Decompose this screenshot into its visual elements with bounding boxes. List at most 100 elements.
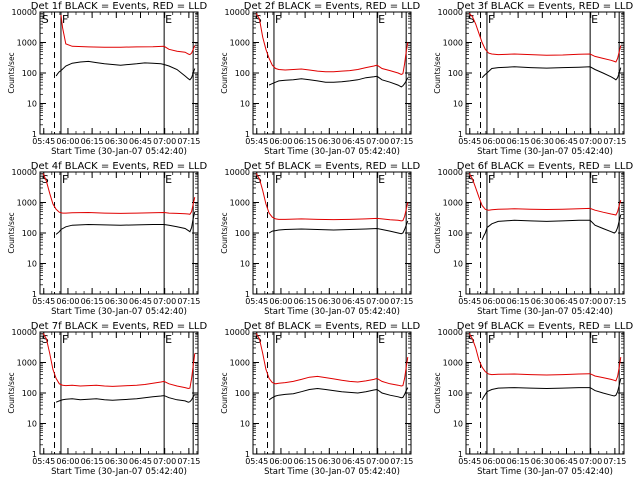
x-tick-label: 06:45 — [129, 457, 152, 466]
marker-label: S — [468, 333, 475, 346]
y-tick-label: 1000 — [230, 359, 250, 368]
series-line-lld — [468, 13, 622, 63]
marker-label: E — [591, 333, 598, 346]
y-axis-label: Counts/sec — [220, 372, 229, 413]
y-tick-label: 10 — [240, 100, 250, 109]
marker-label: S — [255, 333, 262, 346]
x-tick-label: 07:15 — [603, 297, 626, 306]
y-tick-label: 10000 — [12, 168, 37, 177]
x-tick-label: 06:15 — [294, 457, 317, 466]
x-tick-label: 06:15 — [81, 457, 104, 466]
y-tick-label: 10 — [27, 420, 37, 429]
marker-label: S — [42, 333, 49, 346]
x-tick-label: 05:45 — [245, 297, 268, 306]
x-tick-label: 07:15 — [177, 297, 200, 306]
x-tick-label: 07:00 — [153, 457, 176, 466]
series-line-lld — [60, 14, 196, 56]
x-tick-label: 07:15 — [390, 457, 413, 466]
x-tick-label: 05:45 — [245, 457, 268, 466]
x-tick-label: 06:00 — [269, 137, 292, 146]
panel-det-9: Det 9f BLACK = Events, RED = LLD 1 10 100 10… — [433, 321, 633, 477]
marker-label: F — [62, 173, 68, 186]
x-tick-label: 06:00 — [482, 457, 505, 466]
x-tick-label: 07:00 — [579, 457, 602, 466]
x-tick-label: 06:00 — [269, 297, 292, 306]
panel-title: Det 6f BLACK = Events, RED = LLD — [457, 161, 634, 172]
marker-label: S — [468, 173, 475, 186]
x-tick-label: 07:15 — [177, 137, 200, 146]
x-tick-label: 05:45 — [32, 297, 55, 306]
x-tick-label: 06:45 — [129, 297, 152, 306]
series-line-events — [268, 387, 409, 401]
x-axis-label: Start Time (30-Jan-07 05:42:40) — [264, 307, 400, 317]
marker-label: E — [591, 13, 598, 26]
plot-frame — [39, 171, 199, 295]
x-tick-label: 07:00 — [579, 297, 602, 306]
x-tick-label: 06:45 — [555, 297, 578, 306]
x-tick-label: 06:00 — [482, 297, 505, 306]
series-line-lld — [255, 173, 409, 222]
panel-title: Det 5f BLACK = Events, RED = LLD — [244, 161, 421, 172]
marker-label: F — [275, 173, 281, 186]
y-tick-label: 100 — [448, 389, 463, 398]
x-tick-label: 06:30 — [318, 457, 341, 466]
y-axis-label: Counts/sec — [220, 52, 229, 93]
panel-det-7: Det 7f BLACK = Events, RED = LLD 1 10 100 10… — [7, 321, 207, 477]
series-line-events — [481, 66, 622, 81]
y-tick-label: 10 — [453, 420, 463, 429]
y-tick-label: 1000 — [230, 39, 250, 48]
y-tick-label: 1 — [32, 450, 37, 459]
x-tick-label: 06:15 — [294, 297, 317, 306]
x-axis-label: Start Time (30-Jan-07 05:42:40) — [477, 147, 613, 157]
series-line-lld — [255, 13, 409, 75]
y-tick-label: 1 — [32, 130, 37, 139]
x-tick-label: 06:15 — [81, 297, 104, 306]
x-tick-label: 06:45 — [555, 457, 578, 466]
y-tick-label: 1 — [458, 450, 463, 459]
y-tick-label: 10000 — [438, 328, 463, 337]
panel-title: Det 2f BLACK = Events, RED = LLD — [244, 1, 421, 12]
y-tick-label: 1000 — [17, 39, 37, 48]
y-tick-label: 100 — [235, 229, 250, 238]
panel-title: Det 4f BLACK = Events, RED = LLD — [31, 161, 208, 172]
y-tick-label: 1 — [32, 290, 37, 299]
series-line-events — [55, 211, 196, 235]
panel-title: Det 8f BLACK = Events, RED = LLD — [244, 321, 421, 332]
y-tick-label: 1 — [458, 290, 463, 299]
y-tick-label: 100 — [22, 389, 37, 398]
x-axis-label: Start Time (30-Jan-07 05:42:40) — [477, 467, 613, 477]
y-tick-label: 1000 — [443, 359, 463, 368]
x-tick-label: 06:30 — [318, 137, 341, 146]
marker-label: E — [378, 173, 385, 186]
x-tick-label: 07:15 — [390, 297, 413, 306]
x-tick-label: 07:00 — [366, 457, 389, 466]
x-tick-label: 06:45 — [342, 137, 365, 146]
x-tick-label: 06:30 — [531, 137, 554, 146]
x-tick-label: 06:30 — [531, 297, 554, 306]
panel-det-2: Det 2f BLACK = Events, RED = LLD 1 10 100 10… — [220, 1, 420, 157]
x-tick-label: 06:00 — [269, 457, 292, 466]
panel-det-5: Det 5f BLACK = Events, RED = LLD 1 10 100 10… — [220, 161, 420, 317]
y-tick-label: 10 — [27, 100, 37, 109]
y-tick-label: 10000 — [225, 328, 250, 337]
marker-label: F — [275, 333, 281, 346]
x-axis-label: Start Time (30-Jan-07 05:42:40) — [51, 307, 187, 317]
y-tick-label: 100 — [448, 69, 463, 78]
x-tick-label: 05:45 — [458, 457, 481, 466]
plot-frame — [252, 331, 412, 455]
x-tick-label: 07:15 — [603, 457, 626, 466]
x-tick-label: 07:15 — [390, 137, 413, 146]
y-tick-label: 1000 — [17, 199, 37, 208]
x-axis-label: Start Time (30-Jan-07 05:42:40) — [264, 467, 400, 477]
y-tick-label: 100 — [22, 69, 37, 78]
y-tick-label: 10000 — [225, 168, 250, 177]
x-tick-label: 05:45 — [245, 137, 268, 146]
x-tick-label: 06:30 — [105, 297, 128, 306]
y-tick-label: 1000 — [17, 359, 37, 368]
marker-label: E — [378, 333, 385, 346]
panel-det-1: Det 1f BLACK = Events, RED = LLD 1 10 100 10… — [7, 1, 207, 157]
x-tick-label: 06:15 — [294, 137, 317, 146]
y-axis-label: Counts/sec — [7, 372, 16, 413]
x-tick-label: 06:45 — [342, 297, 365, 306]
